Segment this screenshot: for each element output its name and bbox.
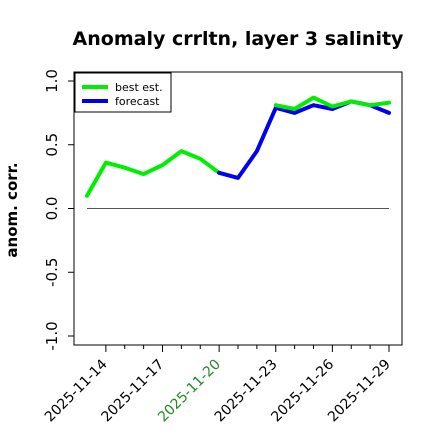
y-tick-label: 1.0 xyxy=(43,69,61,93)
axes-layer: -1.0-0.50.00.51.02025-11-142025-11-17202… xyxy=(42,69,394,425)
y-tick-label: 0.0 xyxy=(43,197,61,221)
series-line-best-est-continued xyxy=(273,95,391,111)
series-line-best-est xyxy=(85,149,222,198)
legend-box xyxy=(74,72,172,113)
y-tick-label: -1.0 xyxy=(43,321,61,350)
legend-label: best est. xyxy=(115,81,163,94)
y-tick-label: 0.5 xyxy=(43,133,61,157)
series-line-forecast xyxy=(217,99,391,180)
y-axis-label: anom. corr. xyxy=(3,162,21,257)
legend: best est.forecast xyxy=(74,72,172,113)
series-layer xyxy=(85,95,391,198)
chart-title: Anomaly crrltn, layer 3 salinity xyxy=(73,28,404,50)
y-tick-label: -0.5 xyxy=(43,258,61,287)
legend-label: forecast xyxy=(115,95,160,108)
